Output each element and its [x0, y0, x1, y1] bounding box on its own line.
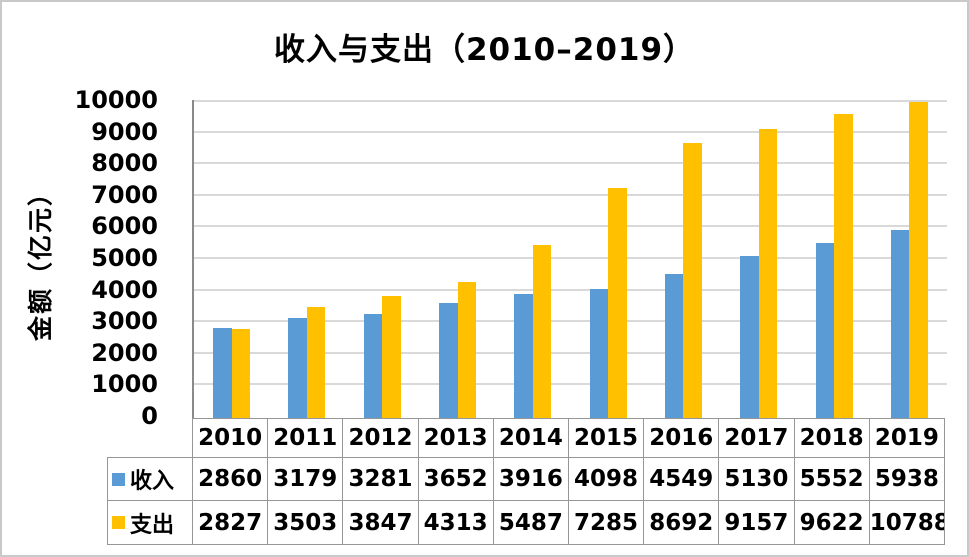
income-bar [439, 302, 458, 418]
income-row: 收入 2860 3179 3281 3652 3916 4098 4549 5130 5552 59… [107, 457, 946, 501]
y-axis-tick-label: 2000 [91, 338, 158, 367]
expense-bar [683, 143, 702, 418]
year-header-cell: 2014 [492, 418, 569, 458]
expense-row: 支出 2827 3503 3847 4313 5487 7285 8692 9157 9622 10… [107, 500, 946, 545]
income-value-cell: 4549 [643, 457, 720, 501]
gridlines [194, 100, 947, 418]
gridline [194, 288, 947, 291]
income-bar [664, 274, 684, 418]
y-axis-tick-label: 3000 [91, 307, 158, 336]
year-header-cell: 2019 [868, 418, 946, 458]
year-header-cell: 2017 [718, 418, 795, 458]
income-bar [514, 294, 533, 418]
gridline [194, 257, 947, 259]
expense-value-cell: 4313 [417, 500, 494, 545]
expense-value-cell: 7285 [567, 500, 645, 545]
income-value-cell: 5552 [793, 457, 870, 501]
expense-value-cell: 10788 [868, 500, 946, 545]
chart-title: 收入与支出（2010–2019） [273, 32, 696, 68]
income-bar [740, 255, 759, 418]
data-table: 2010 2011 2012 2013 2014 2015 2016 2017 2018 2019… [107, 418, 946, 545]
y-axis-tick-label: 8000 [91, 149, 158, 178]
y-axis-tick-label: 1000 [91, 370, 158, 399]
y-axis-ticks: 10000 9000 8000 7000 6000 5000 4000 3000 2000 100… [2, 86, 159, 430]
gridline [194, 225, 947, 228]
income-bar [890, 230, 910, 418]
gridline [194, 162, 947, 165]
income-bar [288, 317, 307, 418]
y-axis-tick-label: 5000 [91, 244, 158, 272]
expense-series-label: 支出 [130, 512, 175, 538]
expense-value-cell: 9622 [793, 500, 870, 545]
expense-legend-swatch-icon [112, 516, 125, 529]
expense-legend-cell: 支出 [107, 500, 193, 545]
gridline [194, 193, 947, 196]
bar-group-2017 [721, 100, 796, 418]
gridline [194, 351, 947, 354]
expense-bar [834, 113, 853, 418]
expense-value-cell: 9157 [718, 500, 795, 545]
income-value-cell: 5130 [718, 457, 795, 501]
bar-group-2013 [420, 100, 495, 418]
expense-bar [306, 307, 326, 418]
table-body: 收入 2860 3179 3281 3652 3916 4098 4549 5130 5552 59… [107, 457, 946, 545]
gridline [194, 383, 947, 386]
expense-bar [758, 128, 778, 418]
year-header-cell: 2016 [643, 418, 720, 458]
income-bar [815, 242, 835, 418]
y-axis-tick-label: 9000 [91, 117, 158, 146]
income-bar [363, 314, 383, 418]
plot-area [192, 100, 947, 418]
y-axis-tick-label: 10000 [74, 86, 159, 114]
bar-group-2019 [872, 100, 947, 418]
bar-group-2015 [570, 100, 645, 418]
income-series-label: 收入 [130, 469, 175, 494]
bar-columns [194, 100, 947, 418]
bar-group-2010 [194, 100, 269, 418]
y-axis-tick-label: 7000 [91, 180, 158, 209]
expense-value-cell: 2827 [191, 500, 269, 545]
income-value-cell: 2860 [191, 457, 269, 501]
expense-value-cell: 5487 [492, 500, 569, 545]
gridline [194, 130, 947, 133]
bar-group-2014 [495, 100, 570, 418]
income-value-cell: 5938 [868, 457, 946, 501]
expense-bar [231, 328, 251, 418]
income-bar [589, 288, 609, 418]
income-value-cell: 3179 [267, 457, 344, 501]
expense-value-cell: 3847 [342, 500, 419, 545]
income-legend-swatch-icon [112, 472, 125, 486]
y-axis-tick-label: 4000 [91, 275, 158, 304]
expense-value-cell: 8692 [643, 500, 720, 545]
expense-bar [382, 296, 401, 418]
income-value-cell: 3281 [342, 457, 419, 501]
income-value-cell: 3916 [492, 457, 569, 501]
expense-bar [608, 187, 627, 418]
table-corner-cell [108, 419, 193, 458]
income-bar [213, 327, 232, 418]
expense-bar [909, 102, 928, 418]
income-value-cell: 4098 [567, 457, 645, 501]
gridline [194, 100, 947, 102]
bar-group-2016 [646, 100, 721, 418]
year-header-cell: 2013 [417, 418, 494, 458]
bar-group-2018 [796, 100, 871, 418]
income-legend-cell: 收入 [107, 457, 193, 501]
gridline [194, 320, 947, 323]
year-header-cell: 2010 [191, 418, 269, 458]
y-axis-tick-label: 0 [141, 402, 158, 430]
y-axis-tick-label: 6000 [91, 212, 158, 241]
year-header-cell: 2015 [567, 418, 645, 458]
expense-bar [532, 244, 552, 418]
year-header-cell: 2011 [267, 418, 344, 458]
income-value-cell: 3652 [417, 457, 494, 501]
year-header-cell: 2012 [342, 418, 419, 458]
expense-value-cell: 3503 [267, 500, 344, 545]
bar-group-2012 [345, 100, 420, 418]
bar-group-2011 [269, 100, 344, 418]
year-header-cell: 2018 [793, 418, 870, 458]
expense-bar [457, 281, 477, 418]
table-header-row: 2010 2011 2012 2013 2014 2015 2016 2017 2018 2019 [108, 418, 946, 458]
